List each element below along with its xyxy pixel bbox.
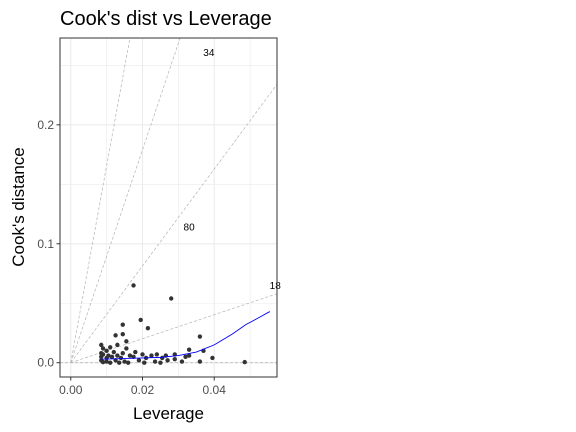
contour-line [70, 37, 181, 363]
data-point [145, 326, 151, 331]
panel-border [59, 37, 278, 378]
data-point [113, 333, 118, 338]
contour-line [70, 84, 278, 363]
data-point [108, 345, 113, 350]
data-point [160, 355, 165, 361]
y-tick-label: 0.1 [37, 237, 54, 251]
contour-line [70, 37, 131, 363]
data-point [120, 322, 125, 327]
x-axis-title: Leverage [133, 404, 204, 423]
data-point [133, 349, 138, 355]
data-point [124, 346, 129, 351]
point-label-34: 34 [203, 48, 215, 59]
x-tick-label: 0.04 [203, 383, 227, 397]
data-point [99, 354, 104, 359]
point-label-80: 80 [184, 223, 196, 234]
data-point [136, 358, 142, 363]
data-point [158, 360, 163, 365]
data-point [104, 348, 109, 354]
chart-title: Cook's dist vs Leverage [60, 8, 272, 30]
data-point [115, 342, 120, 348]
data-point [104, 359, 109, 364]
data-point [242, 359, 247, 365]
data-point [149, 353, 154, 358]
data-points [99, 283, 247, 365]
y-tick-label: 0.2 [37, 118, 54, 132]
data-point [100, 359, 106, 365]
y-axis-title: Cook's distance [9, 147, 28, 266]
data-point [127, 353, 133, 358]
data-point [179, 359, 185, 364]
data-point [210, 355, 215, 361]
data-point [131, 283, 136, 288]
data-point [118, 355, 124, 361]
data-point [116, 360, 122, 365]
data-point [122, 359, 127, 364]
data-point [154, 352, 160, 357]
point-label-18: 18 [270, 281, 282, 292]
data-point [120, 351, 125, 356]
smooth-line [101, 311, 271, 360]
y-tick-label: 0.0 [37, 356, 54, 370]
data-point [111, 349, 117, 355]
data-point [138, 317, 143, 323]
data-point [186, 353, 192, 358]
x-tick-label: 0.02 [131, 383, 155, 397]
smooth-line-group [101, 311, 271, 360]
data-point [140, 352, 145, 357]
data-point [172, 356, 177, 362]
plot-panel: 34 80 18 [59, 37, 282, 378]
panel-background [60, 38, 277, 377]
data-point [197, 334, 203, 339]
data-point [120, 331, 125, 337]
data-point [152, 359, 158, 364]
x-axis: 0.00 0.02 0.04 [59, 377, 226, 397]
data-point [165, 358, 170, 363]
data-point [183, 354, 188, 359]
data-point [125, 360, 131, 365]
data-point [168, 296, 174, 301]
data-point [197, 359, 203, 364]
data-point [115, 353, 120, 358]
data-point [142, 360, 147, 365]
y-axis: 0.0 0.1 0.2 [37, 118, 60, 370]
data-point [100, 346, 106, 351]
data-point [109, 354, 115, 359]
point-labels: 34 80 18 [184, 48, 282, 292]
x-tick-label: 0.00 [59, 383, 83, 397]
data-point [186, 347, 192, 352]
data-point [108, 360, 113, 365]
data-point [99, 342, 104, 348]
data-point [124, 339, 129, 344]
